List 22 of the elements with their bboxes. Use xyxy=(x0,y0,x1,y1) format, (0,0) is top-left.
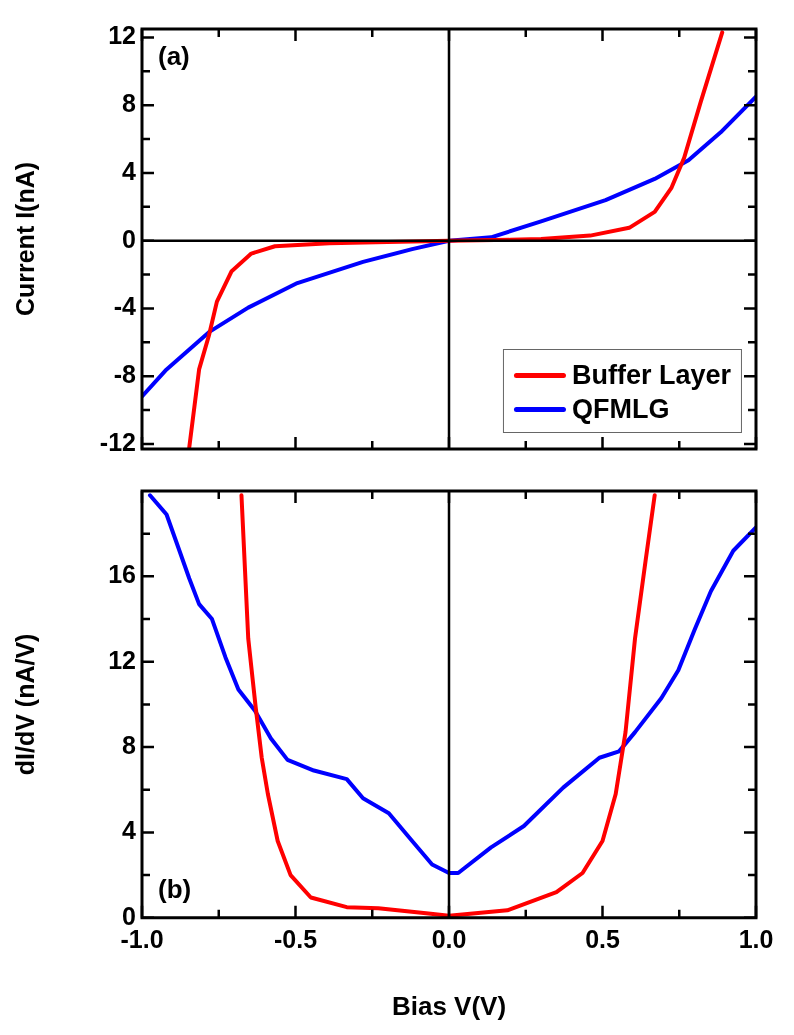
x-axis-title: Bias V(V) xyxy=(391,990,507,1021)
x-tick-label: 0.0 xyxy=(431,924,467,953)
y-tick-label: 0 xyxy=(122,224,136,253)
annotation: (a) xyxy=(158,41,190,72)
y-axis-title: dI/dV (nA/V) xyxy=(10,633,39,776)
x-tick-label: -0.5 xyxy=(273,924,318,953)
y-tick-label: 8 xyxy=(122,730,137,759)
y-tick-label: 12 xyxy=(108,645,136,674)
x-tick-label: 0.5 xyxy=(585,924,620,953)
annotation: (b) xyxy=(158,873,192,904)
y-tick-label: 4 xyxy=(122,156,137,185)
y-tick-label: 8 xyxy=(122,89,137,118)
x-tick-label: 1.0 xyxy=(738,924,774,953)
y-tick-label: 16 xyxy=(108,560,136,589)
y-tick-label: 12 xyxy=(108,21,136,50)
y-tick-label: -12 xyxy=(99,427,136,456)
y-axis-title: Current I(nA) xyxy=(10,161,39,317)
y-tick-label: -8 xyxy=(113,360,137,389)
y-tick-label: 4 xyxy=(122,816,137,845)
legend-label: Buffer Layer xyxy=(571,359,731,392)
y-tick-label: -4 xyxy=(113,292,137,321)
legend-label: QFMLG xyxy=(571,393,670,426)
